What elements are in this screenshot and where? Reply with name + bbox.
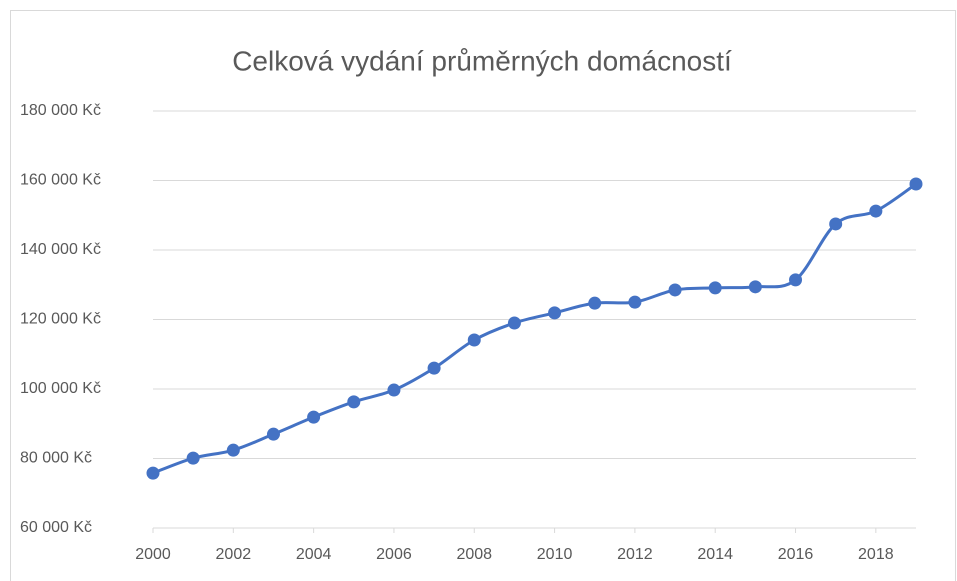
marker <box>467 333 481 347</box>
marker <box>307 410 321 424</box>
y-tick-label: 140 000 Kč <box>20 241 101 258</box>
x-tick-label: 2012 <box>617 546 653 563</box>
y-tick-label: 100 000 Kč <box>20 380 101 397</box>
marker <box>507 316 521 330</box>
chart-title: Celková vydání průměrných domácností <box>232 45 732 76</box>
x-tick-label: 2004 <box>296 546 332 563</box>
x-tick-label: 2014 <box>697 546 733 563</box>
x-tick-label: 2010 <box>537 546 573 563</box>
y-tick-label: 80 000 Kč <box>20 450 92 467</box>
x-tick-label: 2000 <box>135 546 171 563</box>
y-tick-label: 60 000 Kč <box>20 519 92 536</box>
x-tick-label: 2018 <box>858 546 894 563</box>
x-tick-label: 2006 <box>376 546 412 563</box>
x-tick-label: 2016 <box>778 546 814 563</box>
marker <box>668 283 682 297</box>
marker <box>226 443 240 457</box>
marker <box>748 280 762 294</box>
marker <box>628 295 642 309</box>
marker <box>829 217 843 231</box>
y-tick-label: 160 000 Kč <box>20 172 101 189</box>
marker <box>146 466 160 480</box>
marker <box>708 281 722 295</box>
marker <box>869 204 883 218</box>
marker <box>427 361 441 375</box>
y-tick-label: 120 000 Kč <box>20 311 101 328</box>
marker <box>548 306 562 320</box>
marker <box>588 296 602 310</box>
marker <box>266 427 280 441</box>
marker <box>387 383 401 397</box>
marker <box>347 395 361 409</box>
chart-border <box>10 10 956 581</box>
marker <box>789 273 803 287</box>
x-tick-label: 2002 <box>216 546 252 563</box>
x-tick-label: 2008 <box>456 546 492 563</box>
marker <box>909 177 923 191</box>
y-tick-label: 180 000 Kč <box>20 102 101 119</box>
marker <box>186 451 200 465</box>
